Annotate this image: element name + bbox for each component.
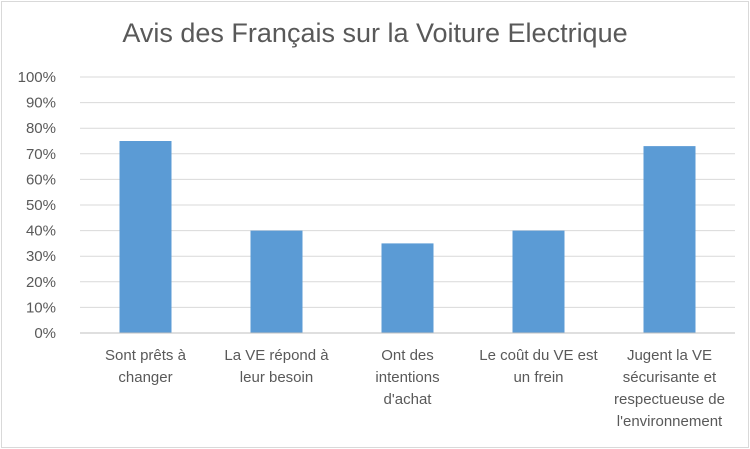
y-tick-label: 100% xyxy=(18,69,56,86)
y-tick-label: 20% xyxy=(26,274,56,291)
y-axis-ticks: 0% 10% 20% 30% 40% 50% 60% 70% 80% 90% 100% xyxy=(18,69,56,342)
x-tick-label: Jugent la VE sécurisante et respectueuse d… xyxy=(600,345,740,433)
bars xyxy=(119,141,696,333)
x-tick-label-line: Jugent la VE xyxy=(626,347,713,364)
x-tick-label-line: l'environnement xyxy=(616,413,723,430)
y-tick-label: 70% xyxy=(26,146,56,163)
x-tick-label: La VE répond à leur besoin xyxy=(207,345,347,389)
y-tick-label: 10% xyxy=(26,299,56,316)
y-tick-label: 50% xyxy=(26,197,56,214)
bar xyxy=(250,230,303,333)
x-tick-label-line: Le coût du VE est xyxy=(479,347,598,364)
x-tick-label-line: La VE répond à xyxy=(224,347,329,364)
y-tick-label: 90% xyxy=(26,95,56,112)
chart-title: Avis des Français sur la Voiture Electri… xyxy=(122,18,628,48)
x-tick-label: Sont prêts à changer xyxy=(76,345,216,389)
x-tick-label-line: Ont des xyxy=(381,347,434,364)
y-tick-label: 60% xyxy=(26,171,56,188)
bar xyxy=(512,230,565,333)
x-tick-label-line: sécurisante et xyxy=(622,369,717,386)
x-tick-label: Le coût du VE est un frein xyxy=(469,345,609,389)
y-tick-label: 0% xyxy=(34,325,56,342)
x-tick-label-line: Sont prêts à xyxy=(105,347,186,364)
y-tick-label: 40% xyxy=(26,223,56,240)
x-tick-label: Ont des intentions d'achat xyxy=(338,345,478,411)
x-tick-label-line: d'achat xyxy=(383,391,432,408)
x-tick-label-line: respectueuse de xyxy=(614,391,725,408)
x-tick-label-line: intentions xyxy=(375,369,440,386)
x-tick-label-line: changer xyxy=(118,369,173,386)
bar xyxy=(381,243,434,333)
bar xyxy=(643,146,696,333)
y-tick-label: 30% xyxy=(26,248,56,265)
bar xyxy=(119,141,172,333)
y-tick-label: 80% xyxy=(26,120,56,137)
x-tick-label-line: un frein xyxy=(513,369,564,386)
x-tick-label-line: leur besoin xyxy=(239,369,314,386)
